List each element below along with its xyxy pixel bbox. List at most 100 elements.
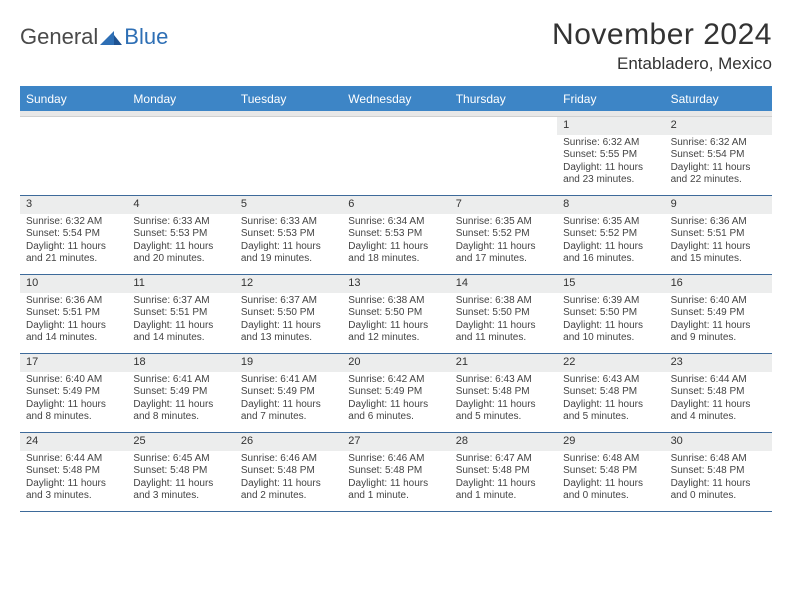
day-cell: 12Sunrise: 6:37 AMSunset: 5:50 PMDayligh… <box>235 275 342 353</box>
sunrise-text: Sunrise: 6:33 AM <box>241 216 336 229</box>
daylight-text: Daylight: 11 hours and 14 minutes. <box>26 320 121 345</box>
day-number: 8 <box>557 196 664 214</box>
sunrise-text: Sunrise: 6:40 AM <box>26 374 121 387</box>
sunset-text: Sunset: 5:48 PM <box>26 465 121 478</box>
day-number: 25 <box>127 433 234 451</box>
sunrise-text: Sunrise: 6:43 AM <box>456 374 551 387</box>
daylight-text: Daylight: 11 hours and 8 minutes. <box>133 399 228 424</box>
day-number: 19 <box>235 354 342 372</box>
sunset-text: Sunset: 5:51 PM <box>26 307 121 320</box>
day-number: 9 <box>665 196 772 214</box>
day-number: 11 <box>127 275 234 293</box>
day-number: 7 <box>450 196 557 214</box>
weekday-label: Wednesday <box>342 87 449 111</box>
calendar-body: .....1Sunrise: 6:32 AMSunset: 5:55 PMDay… <box>20 117 772 512</box>
daylight-text: Daylight: 11 hours and 7 minutes. <box>241 399 336 424</box>
sunrise-text: Sunrise: 6:38 AM <box>348 295 443 308</box>
day-number: 6 <box>342 196 449 214</box>
day-detail: Sunrise: 6:41 AMSunset: 5:49 PMDaylight:… <box>235 372 342 428</box>
sunrise-text: Sunrise: 6:43 AM <box>563 374 658 387</box>
day-number: 10 <box>20 275 127 293</box>
week-row: 17Sunrise: 6:40 AMSunset: 5:49 PMDayligh… <box>20 354 772 433</box>
sunrise-text: Sunrise: 6:48 AM <box>563 453 658 466</box>
day-number: 17 <box>20 354 127 372</box>
day-detail: Sunrise: 6:38 AMSunset: 5:50 PMDaylight:… <box>342 293 449 349</box>
weekday-label: Tuesday <box>235 87 342 111</box>
week-row: .....1Sunrise: 6:32 AMSunset: 5:55 PMDay… <box>20 117 772 196</box>
day-detail: Sunrise: 6:35 AMSunset: 5:52 PMDaylight:… <box>450 214 557 270</box>
sunset-text: Sunset: 5:53 PM <box>133 228 228 241</box>
day-number: 15 <box>557 275 664 293</box>
day-cell: 2Sunrise: 6:32 AMSunset: 5:54 PMDaylight… <box>665 117 772 195</box>
sunset-text: Sunset: 5:53 PM <box>241 228 336 241</box>
sunrise-text: Sunrise: 6:32 AM <box>671 137 766 150</box>
daylight-text: Daylight: 11 hours and 11 minutes. <box>456 320 551 345</box>
day-detail: Sunrise: 6:40 AMSunset: 5:49 PMDaylight:… <box>20 372 127 428</box>
day-cell: 6Sunrise: 6:34 AMSunset: 5:53 PMDaylight… <box>342 196 449 274</box>
brand-logo: General Blue <box>20 24 168 50</box>
sunrise-text: Sunrise: 6:41 AM <box>133 374 228 387</box>
day-cell: . <box>127 117 234 195</box>
day-detail: Sunrise: 6:46 AMSunset: 5:48 PMDaylight:… <box>235 451 342 507</box>
sunrise-text: Sunrise: 6:48 AM <box>671 453 766 466</box>
day-detail: Sunrise: 6:39 AMSunset: 5:50 PMDaylight:… <box>557 293 664 349</box>
week-row: 24Sunrise: 6:44 AMSunset: 5:48 PMDayligh… <box>20 433 772 512</box>
day-number: 12 <box>235 275 342 293</box>
daylight-text: Daylight: 11 hours and 13 minutes. <box>241 320 336 345</box>
day-detail: Sunrise: 6:44 AMSunset: 5:48 PMDaylight:… <box>20 451 127 507</box>
day-number: 22 <box>557 354 664 372</box>
daylight-text: Daylight: 11 hours and 1 minute. <box>348 478 443 503</box>
day-number: 5 <box>235 196 342 214</box>
day-number: 4 <box>127 196 234 214</box>
title-block: November 2024 Entabladero, Mexico <box>552 18 772 74</box>
day-number: 29 <box>557 433 664 451</box>
sunrise-text: Sunrise: 6:47 AM <box>456 453 551 466</box>
day-cell: 8Sunrise: 6:35 AMSunset: 5:52 PMDaylight… <box>557 196 664 274</box>
day-detail: Sunrise: 6:44 AMSunset: 5:48 PMDaylight:… <box>665 372 772 428</box>
sunset-text: Sunset: 5:49 PM <box>26 386 121 399</box>
day-cell: 21Sunrise: 6:43 AMSunset: 5:48 PMDayligh… <box>450 354 557 432</box>
sunset-text: Sunset: 5:48 PM <box>563 386 658 399</box>
daylight-text: Daylight: 11 hours and 5 minutes. <box>563 399 658 424</box>
sunset-text: Sunset: 5:50 PM <box>348 307 443 320</box>
sunset-text: Sunset: 5:50 PM <box>563 307 658 320</box>
sunset-text: Sunset: 5:49 PM <box>133 386 228 399</box>
day-cell: 13Sunrise: 6:38 AMSunset: 5:50 PMDayligh… <box>342 275 449 353</box>
day-detail: Sunrise: 6:40 AMSunset: 5:49 PMDaylight:… <box>665 293 772 349</box>
day-detail: Sunrise: 6:45 AMSunset: 5:48 PMDaylight:… <box>127 451 234 507</box>
day-detail: Sunrise: 6:36 AMSunset: 5:51 PMDaylight:… <box>20 293 127 349</box>
daylight-text: Daylight: 11 hours and 22 minutes. <box>671 162 766 187</box>
day-cell: 5Sunrise: 6:33 AMSunset: 5:53 PMDaylight… <box>235 196 342 274</box>
sunset-text: Sunset: 5:48 PM <box>348 465 443 478</box>
sunrise-text: Sunrise: 6:46 AM <box>241 453 336 466</box>
daylight-text: Daylight: 11 hours and 3 minutes. <box>133 478 228 503</box>
day-detail: Sunrise: 6:34 AMSunset: 5:53 PMDaylight:… <box>342 214 449 270</box>
day-number: 3 <box>20 196 127 214</box>
header: General Blue November 2024 Entabladero, … <box>20 18 772 74</box>
daylight-text: Daylight: 11 hours and 1 minute. <box>456 478 551 503</box>
daylight-text: Daylight: 11 hours and 0 minutes. <box>563 478 658 503</box>
daylight-text: Daylight: 11 hours and 15 minutes. <box>671 241 766 266</box>
day-cell: 9Sunrise: 6:36 AMSunset: 5:51 PMDaylight… <box>665 196 772 274</box>
week-row: 10Sunrise: 6:36 AMSunset: 5:51 PMDayligh… <box>20 275 772 354</box>
sunset-text: Sunset: 5:49 PM <box>671 307 766 320</box>
day-cell: . <box>450 117 557 195</box>
day-number: 1 <box>557 117 664 135</box>
sunrise-text: Sunrise: 6:39 AM <box>563 295 658 308</box>
day-cell: 15Sunrise: 6:39 AMSunset: 5:50 PMDayligh… <box>557 275 664 353</box>
day-cell: 16Sunrise: 6:40 AMSunset: 5:49 PMDayligh… <box>665 275 772 353</box>
day-number: 28 <box>450 433 557 451</box>
day-cell: 18Sunrise: 6:41 AMSunset: 5:49 PMDayligh… <box>127 354 234 432</box>
day-detail: Sunrise: 6:33 AMSunset: 5:53 PMDaylight:… <box>235 214 342 270</box>
day-cell: 26Sunrise: 6:46 AMSunset: 5:48 PMDayligh… <box>235 433 342 511</box>
day-cell: 10Sunrise: 6:36 AMSunset: 5:51 PMDayligh… <box>20 275 127 353</box>
sunset-text: Sunset: 5:54 PM <box>26 228 121 241</box>
weekday-label: Friday <box>557 87 664 111</box>
sunrise-text: Sunrise: 6:44 AM <box>26 453 121 466</box>
day-detail: Sunrise: 6:42 AMSunset: 5:49 PMDaylight:… <box>342 372 449 428</box>
daylight-text: Daylight: 11 hours and 9 minutes. <box>671 320 766 345</box>
day-number: 30 <box>665 433 772 451</box>
sunrise-text: Sunrise: 6:40 AM <box>671 295 766 308</box>
day-number: 21 <box>450 354 557 372</box>
sunset-text: Sunset: 5:50 PM <box>456 307 551 320</box>
